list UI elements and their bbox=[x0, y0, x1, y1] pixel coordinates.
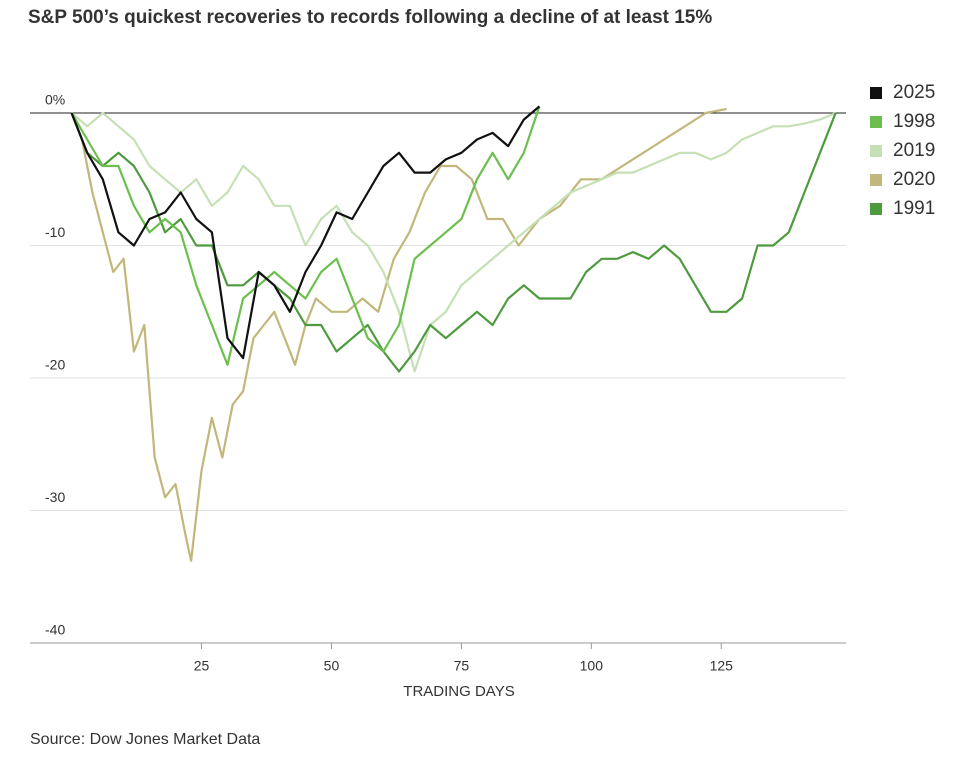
series-line bbox=[70, 107, 727, 562]
legend-label: 1998 bbox=[893, 111, 935, 132]
x-axis-label: TRADING DAYS bbox=[403, 683, 514, 700]
x-tick-label: 50 bbox=[324, 658, 340, 674]
y-tick-label: -30 bbox=[45, 489, 65, 505]
series-line bbox=[70, 111, 837, 373]
y-tick-label: -40 bbox=[45, 622, 65, 638]
source: Source: Dow Jones Market Data bbox=[30, 731, 260, 748]
legend-swatch bbox=[870, 145, 882, 157]
legend-swatch bbox=[870, 87, 882, 99]
x-tick-label: 125 bbox=[710, 658, 734, 674]
legend-label: 1991 bbox=[893, 198, 935, 219]
legend-label: 2019 bbox=[893, 140, 935, 161]
y-tick-label: 0% bbox=[45, 92, 65, 108]
y-tick-label: -10 bbox=[45, 224, 65, 240]
x-tick-label: 100 bbox=[580, 658, 604, 674]
chart-title: S&P 500’s quickest recoveries to records… bbox=[28, 7, 712, 28]
legend-label: 2025 bbox=[893, 82, 935, 103]
x-tick-label: 75 bbox=[454, 658, 470, 674]
series-line bbox=[70, 112, 837, 373]
x-tick-label: 25 bbox=[194, 658, 210, 674]
legend-label: 2020 bbox=[893, 169, 935, 190]
series-line bbox=[70, 106, 541, 366]
legend-swatch bbox=[870, 203, 882, 215]
series-line bbox=[70, 105, 541, 360]
y-tick-label: -20 bbox=[45, 357, 65, 373]
legend-swatch bbox=[870, 174, 882, 186]
legend-swatch bbox=[870, 116, 882, 128]
